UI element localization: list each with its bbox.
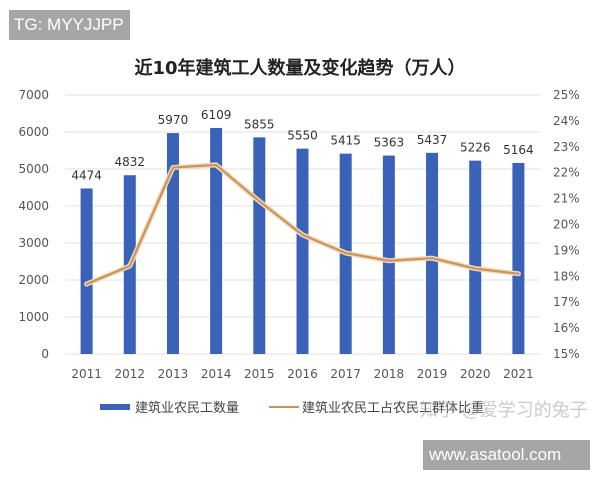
legend-label-workers: 建筑业农民工数量 bbox=[135, 401, 240, 416]
bar-value-label: 4832 bbox=[114, 155, 145, 169]
bar bbox=[253, 137, 266, 354]
bar bbox=[296, 148, 309, 354]
right-axis-tick: 19% bbox=[553, 243, 580, 257]
x-axis-tick: 2016 bbox=[287, 367, 318, 381]
right-axis-tick: 20% bbox=[553, 218, 580, 232]
right-axis-tick: 23% bbox=[553, 140, 580, 154]
left-axis-tick: 4000 bbox=[18, 199, 49, 213]
left-axis-tick: 5000 bbox=[18, 162, 49, 176]
x-axis-tick: 2015 bbox=[244, 367, 275, 381]
x-axis-tick: 2011 bbox=[71, 367, 102, 381]
x-axis-tick: 2017 bbox=[330, 367, 361, 381]
bar bbox=[426, 152, 439, 354]
bar bbox=[469, 160, 482, 354]
bar-value-label: 6109 bbox=[201, 108, 232, 122]
left-axis-tick: 2000 bbox=[18, 273, 49, 287]
x-axis-tick: 2020 bbox=[460, 367, 491, 381]
bar-value-label: 5164 bbox=[503, 143, 534, 157]
bar bbox=[166, 133, 179, 354]
right-axis-tick: 16% bbox=[553, 321, 580, 335]
left-axis-tick: 3000 bbox=[18, 236, 49, 250]
right-axis-tick: 24% bbox=[553, 114, 580, 128]
bar-value-label: 5226 bbox=[460, 141, 491, 155]
bar-value-label: 4474 bbox=[71, 168, 102, 182]
right-axis-tick: 22% bbox=[553, 166, 580, 180]
legend-bar-swatch-icon bbox=[100, 403, 130, 410]
left-axis-tick: 1000 bbox=[18, 310, 49, 324]
legend-line-swatch-icon bbox=[269, 405, 300, 408]
legend-item-ratio: 建筑业农民工占农民工群体比重 bbox=[269, 397, 484, 416]
watermark-bottom-right: www.asatool.com bbox=[423, 440, 590, 470]
right-axis-tick: 18% bbox=[553, 269, 580, 283]
x-axis-tick: 2014 bbox=[201, 367, 232, 381]
watermark-overlay: 知乎 @爱学习的兔子 bbox=[420, 400, 588, 421]
bar-value-label: 5437 bbox=[417, 133, 448, 147]
bar bbox=[512, 162, 525, 354]
x-axis-tick: 2018 bbox=[374, 367, 405, 381]
bar bbox=[210, 127, 223, 354]
right-axis-tick: 25% bbox=[553, 88, 580, 102]
bar-value-label: 5363 bbox=[374, 136, 405, 150]
left-axis-tick: 7000 bbox=[18, 88, 49, 102]
bar-value-label: 5415 bbox=[330, 134, 361, 148]
legend-label-ratio: 建筑业农民工占农民工群体比重 bbox=[302, 401, 485, 416]
right-axis-tick: 21% bbox=[553, 192, 580, 206]
left-axis-tick: 6000 bbox=[18, 125, 49, 139]
x-axis-tick: 2019 bbox=[417, 367, 448, 381]
chart-legend: 建筑业农民工数量 建筑业农民工占农民工群体比重 bbox=[100, 397, 514, 416]
bar bbox=[80, 188, 93, 354]
bar-value-label: 5970 bbox=[158, 113, 189, 127]
ratio-line bbox=[85, 163, 520, 286]
bar-value-label: 5550 bbox=[287, 129, 318, 143]
x-axis-tick: 2021 bbox=[503, 367, 534, 381]
watermark-top-left: TG: MYYJJPP bbox=[9, 10, 130, 40]
x-axis-tick: 2012 bbox=[114, 367, 145, 381]
bar-value-label: 5855 bbox=[244, 117, 275, 131]
right-axis-tick: 17% bbox=[553, 295, 580, 309]
x-axis-tick: 2013 bbox=[158, 367, 189, 381]
legend-item-workers: 建筑业农民工数量 bbox=[100, 397, 239, 416]
left-axis-tick: 0 bbox=[41, 347, 49, 361]
bar bbox=[382, 155, 395, 354]
right-axis-tick: 15% bbox=[553, 347, 580, 361]
chart-title: 近10年建筑工人数量及变化趋势（万人） bbox=[134, 58, 466, 79]
